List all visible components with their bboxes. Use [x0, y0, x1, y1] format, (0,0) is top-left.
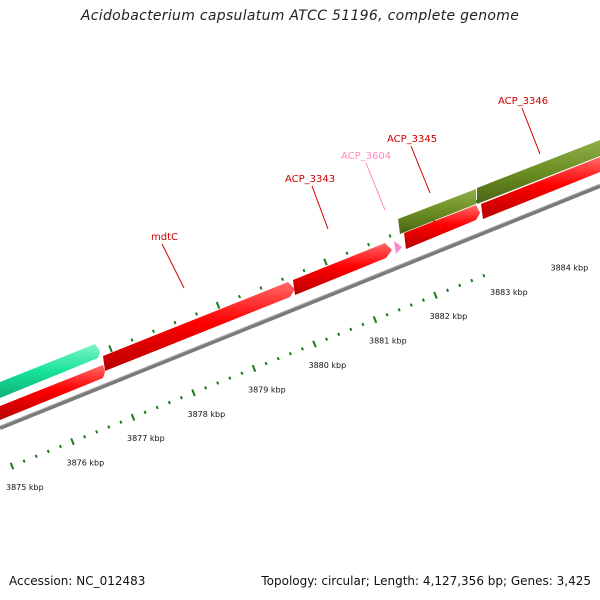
- tick-mark: [83, 434, 87, 439]
- gene-label-ACP_3604: ACP_3604: [341, 151, 391, 211]
- tick-mark: [215, 301, 221, 309]
- tick-mark: [173, 320, 177, 325]
- gene-arrow-ACP_3604[interactable]: [394, 241, 402, 254]
- tick-mark: [34, 454, 38, 459]
- scale-label: 3883 kbp: [490, 288, 528, 297]
- map-title: Acidobacterium capsulatum ATCC 51196, co…: [80, 8, 520, 24]
- scale-label: 3879 kbp: [248, 385, 286, 394]
- tick-mark: [409, 303, 413, 307]
- gene-label-mdtC: mdtC: [151, 232, 185, 289]
- scale-label: 3882 kbp: [430, 312, 468, 321]
- gene-label-ACP_3346: ACP_3346: [498, 96, 548, 155]
- tick-mark: [22, 459, 26, 463]
- svg-text:mdtC: mdtC: [151, 232, 178, 243]
- tick-mark: [302, 268, 306, 273]
- gene-arrow-mdtC[interactable]: [103, 282, 295, 371]
- tick-mark: [46, 449, 50, 454]
- tick-mark: [397, 308, 401, 312]
- gene-arrow-ACP_3346[interactable]: [477, 140, 600, 204]
- scale-label: 3880 kbp: [309, 361, 347, 370]
- tick-mark: [155, 405, 159, 410]
- scale-label: 3876 kbp: [67, 459, 105, 468]
- gene-label-ACP_3345: ACP_3345: [387, 134, 437, 194]
- tick-mark: [238, 294, 241, 299]
- tick-mark: [9, 462, 15, 470]
- tick-mark: [312, 340, 317, 348]
- tick-mark: [240, 371, 244, 376]
- tick-mark: [349, 327, 353, 332]
- backbone-highlight: [0, 183, 600, 427]
- gene-arrow-teal[interactable]: [0, 344, 100, 398]
- tick-mark: [130, 338, 134, 342]
- tick-mark: [323, 258, 328, 266]
- svg-text:ACP_3343: ACP_3343: [285, 174, 335, 185]
- gene-label-ACP_3343: ACP_3343: [285, 174, 335, 230]
- tick-mark: [470, 278, 474, 283]
- tick-mark: [325, 337, 329, 341]
- tick-mark: [167, 400, 171, 405]
- tick-mark: [421, 298, 425, 302]
- accession-text: Accession: NC_012483: [9, 574, 146, 588]
- scale-tick-row: [9, 273, 486, 470]
- tick-mark: [337, 332, 341, 337]
- tick-mark: [388, 234, 392, 238]
- tick-mark: [482, 273, 486, 278]
- tick-mark: [281, 277, 284, 282]
- tick-mark: [58, 444, 62, 449]
- tick-mark: [276, 356, 280, 361]
- tick-mark: [300, 347, 304, 351]
- svg-text:ACP_3345: ACP_3345: [387, 134, 437, 145]
- tick-mark: [433, 291, 438, 299]
- scale-label: 3881 kbp: [369, 337, 407, 346]
- tick-mark: [204, 386, 208, 390]
- tick-mark: [228, 376, 232, 380]
- scale-label: 3875 kbp: [6, 483, 44, 492]
- tick-mark: [361, 322, 365, 327]
- scale-labels: 3875 kbp 3876 kbp 3877 kbp 3878 kbp 3879 kbp…: [6, 263, 588, 492]
- tick-mark: [108, 345, 113, 353]
- gene-arrow[interactable]: [293, 243, 392, 295]
- tick-mark: [152, 329, 155, 334]
- tick-mark: [372, 315, 378, 324]
- gene-arrow[interactable]: [0, 365, 105, 420]
- tick-mark: [195, 312, 198, 316]
- tick-mark: [251, 364, 257, 373]
- tick-mark: [179, 395, 183, 400]
- gene-arrow[interactable]: [481, 157, 600, 219]
- tick-mark: [70, 437, 75, 446]
- tick-mark: [143, 410, 147, 415]
- scale-label: 3884 kbp: [551, 263, 589, 272]
- scale-label: 3877 kbp: [127, 434, 165, 443]
- scale-label: 3878 kbp: [188, 410, 226, 419]
- svg-text:ACP_3346: ACP_3346: [498, 96, 548, 107]
- tick-mark: [107, 425, 111, 429]
- tick-mark: [130, 413, 136, 421]
- gene-arrow-ACP_3345[interactable]: [398, 189, 476, 234]
- tick-mark: [259, 286, 263, 290]
- tick-mark: [385, 312, 389, 317]
- tick-mark: [446, 288, 450, 293]
- tick-mark: [95, 430, 99, 434]
- svg-text:ACP_3604: ACP_3604: [341, 151, 391, 162]
- tick-mark: [119, 420, 123, 424]
- tick-mark: [288, 351, 292, 356]
- genome-summary-text: Topology: circular; Length: 4,127,356 bp…: [261, 574, 591, 588]
- tick-mark: [191, 389, 196, 397]
- tick-mark: [345, 251, 349, 256]
- genome-backbone: [0, 184, 600, 430]
- tick-mark: [216, 381, 220, 385]
- gene-arrow-ACP_3343[interactable]: [404, 205, 480, 249]
- tick-mark: [458, 283, 462, 288]
- tick-mark: [367, 242, 370, 247]
- tick-mark: [264, 361, 268, 366]
